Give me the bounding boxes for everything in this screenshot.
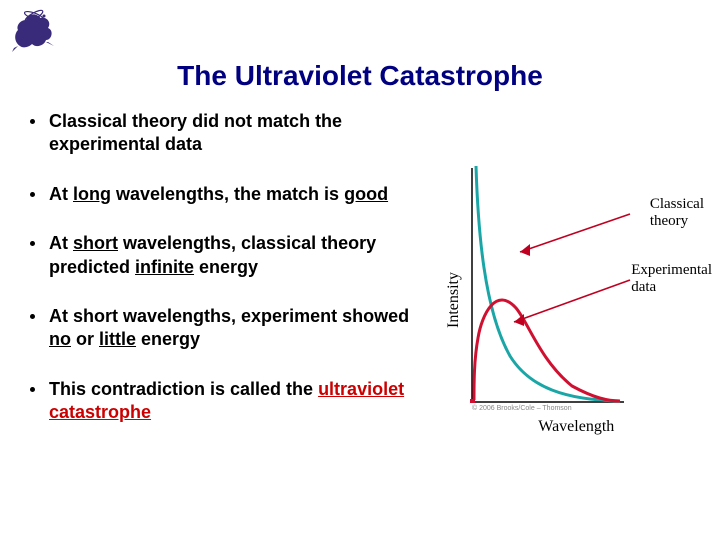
experimental-label: Experimentaldata	[631, 262, 712, 297]
bullet-underline: good	[344, 184, 388, 204]
y-axis-label: Intensity	[445, 272, 463, 328]
logo-icon	[8, 6, 60, 54]
bullet-item: At long wavelengths, the match is good	[24, 183, 424, 206]
bullet-item: This contradiction is called the ultravi…	[24, 378, 424, 425]
bullet-underline: short	[73, 233, 118, 253]
bullet-text: This contradiction is called the	[49, 379, 318, 399]
bullet-text: or	[71, 329, 99, 349]
x-axis-label: Wavelength	[538, 418, 614, 436]
bullet-item: Classical theory did not match the exper…	[24, 110, 424, 157]
chart-copyright: © 2006 Brooks/Cole – Thomson	[472, 405, 572, 412]
bullet-item: At short wavelengths, classical theory p…	[24, 232, 424, 279]
bullet-text: energy	[194, 257, 258, 277]
bullet-text: At short wavelengths, experiment showed	[49, 306, 409, 326]
bullet-text: wavelengths, the match is	[111, 184, 344, 204]
bullet-dot	[30, 119, 35, 124]
intensity-wavelength-chart: Intensity Wavelength Classicaltheory Exp…	[424, 160, 706, 440]
label-text: Experimentaldata	[631, 262, 712, 295]
slide-title: The Ultraviolet Catastrophe	[0, 60, 720, 92]
bullet-dot	[30, 192, 35, 197]
bullet-dot	[30, 314, 35, 319]
label-text: Classicaltheory	[650, 196, 704, 229]
bullet-dot	[30, 241, 35, 246]
bullet-underline: infinite	[135, 257, 194, 277]
classical-label: Classicaltheory	[650, 196, 704, 231]
bullet-item: At short wavelengths, experiment showed …	[24, 305, 424, 352]
bullet-list: Classical theory did not match the exper…	[24, 110, 424, 451]
bullet-text: At	[49, 233, 73, 253]
bullet-text: Classical theory did not match the exper…	[49, 111, 342, 154]
bullet-text: At	[49, 184, 73, 204]
bullet-underline: little	[99, 329, 136, 349]
bullet-text: energy	[136, 329, 200, 349]
bullet-dot	[30, 387, 35, 392]
bullet-underline: long	[73, 184, 111, 204]
bullet-underline: no	[49, 329, 71, 349]
